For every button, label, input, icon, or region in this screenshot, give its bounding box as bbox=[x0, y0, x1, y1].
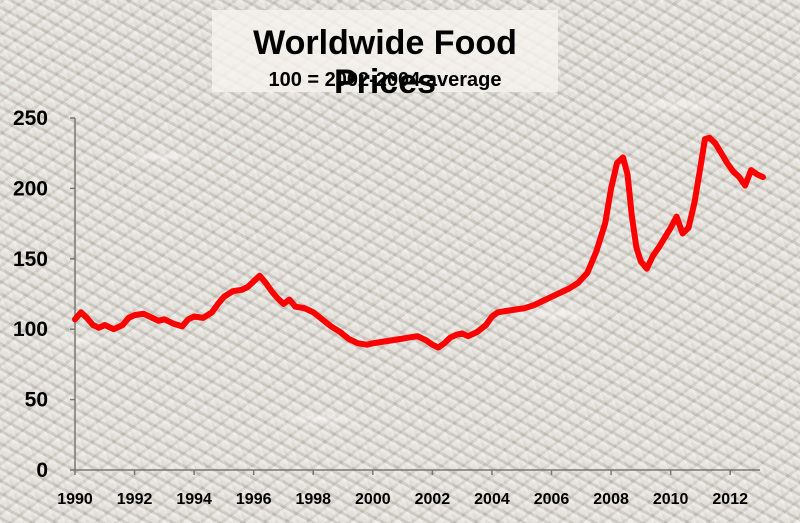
title-box: Worldwide Food Prices 100 = 2002-2004 av… bbox=[212, 10, 558, 101]
x-tick-label: 2006 bbox=[534, 491, 570, 508]
y-tick-label: 50 bbox=[25, 389, 48, 412]
x-tick-label: 1990 bbox=[57, 491, 93, 508]
x-tick-label: 1994 bbox=[176, 491, 212, 508]
y-tick-label: 200 bbox=[13, 177, 48, 200]
chart-title: Worldwide Food Prices bbox=[253, 24, 517, 101]
y-tick-label: 0 bbox=[36, 459, 48, 482]
x-tick-label: 1992 bbox=[117, 491, 153, 508]
y-tick-label: 250 bbox=[13, 107, 48, 130]
x-tick-label: 2004 bbox=[474, 491, 510, 508]
x-tick-label: 2012 bbox=[712, 491, 748, 508]
x-tick-label: 2002 bbox=[415, 491, 451, 508]
x-tick-label: 2000 bbox=[355, 491, 391, 508]
chart-subtitle: 100 = 2002-2004 average bbox=[268, 69, 502, 91]
y-tick-label: 100 bbox=[13, 318, 48, 341]
x-tick-label: 2008 bbox=[593, 491, 629, 508]
x-tick-label: 1996 bbox=[236, 491, 272, 508]
x-tick-label: 2010 bbox=[653, 491, 689, 508]
x-tick-label: 1998 bbox=[295, 491, 331, 508]
y-tick-label: 150 bbox=[13, 248, 48, 271]
series-line-food-price-index bbox=[72, 134, 766, 351]
